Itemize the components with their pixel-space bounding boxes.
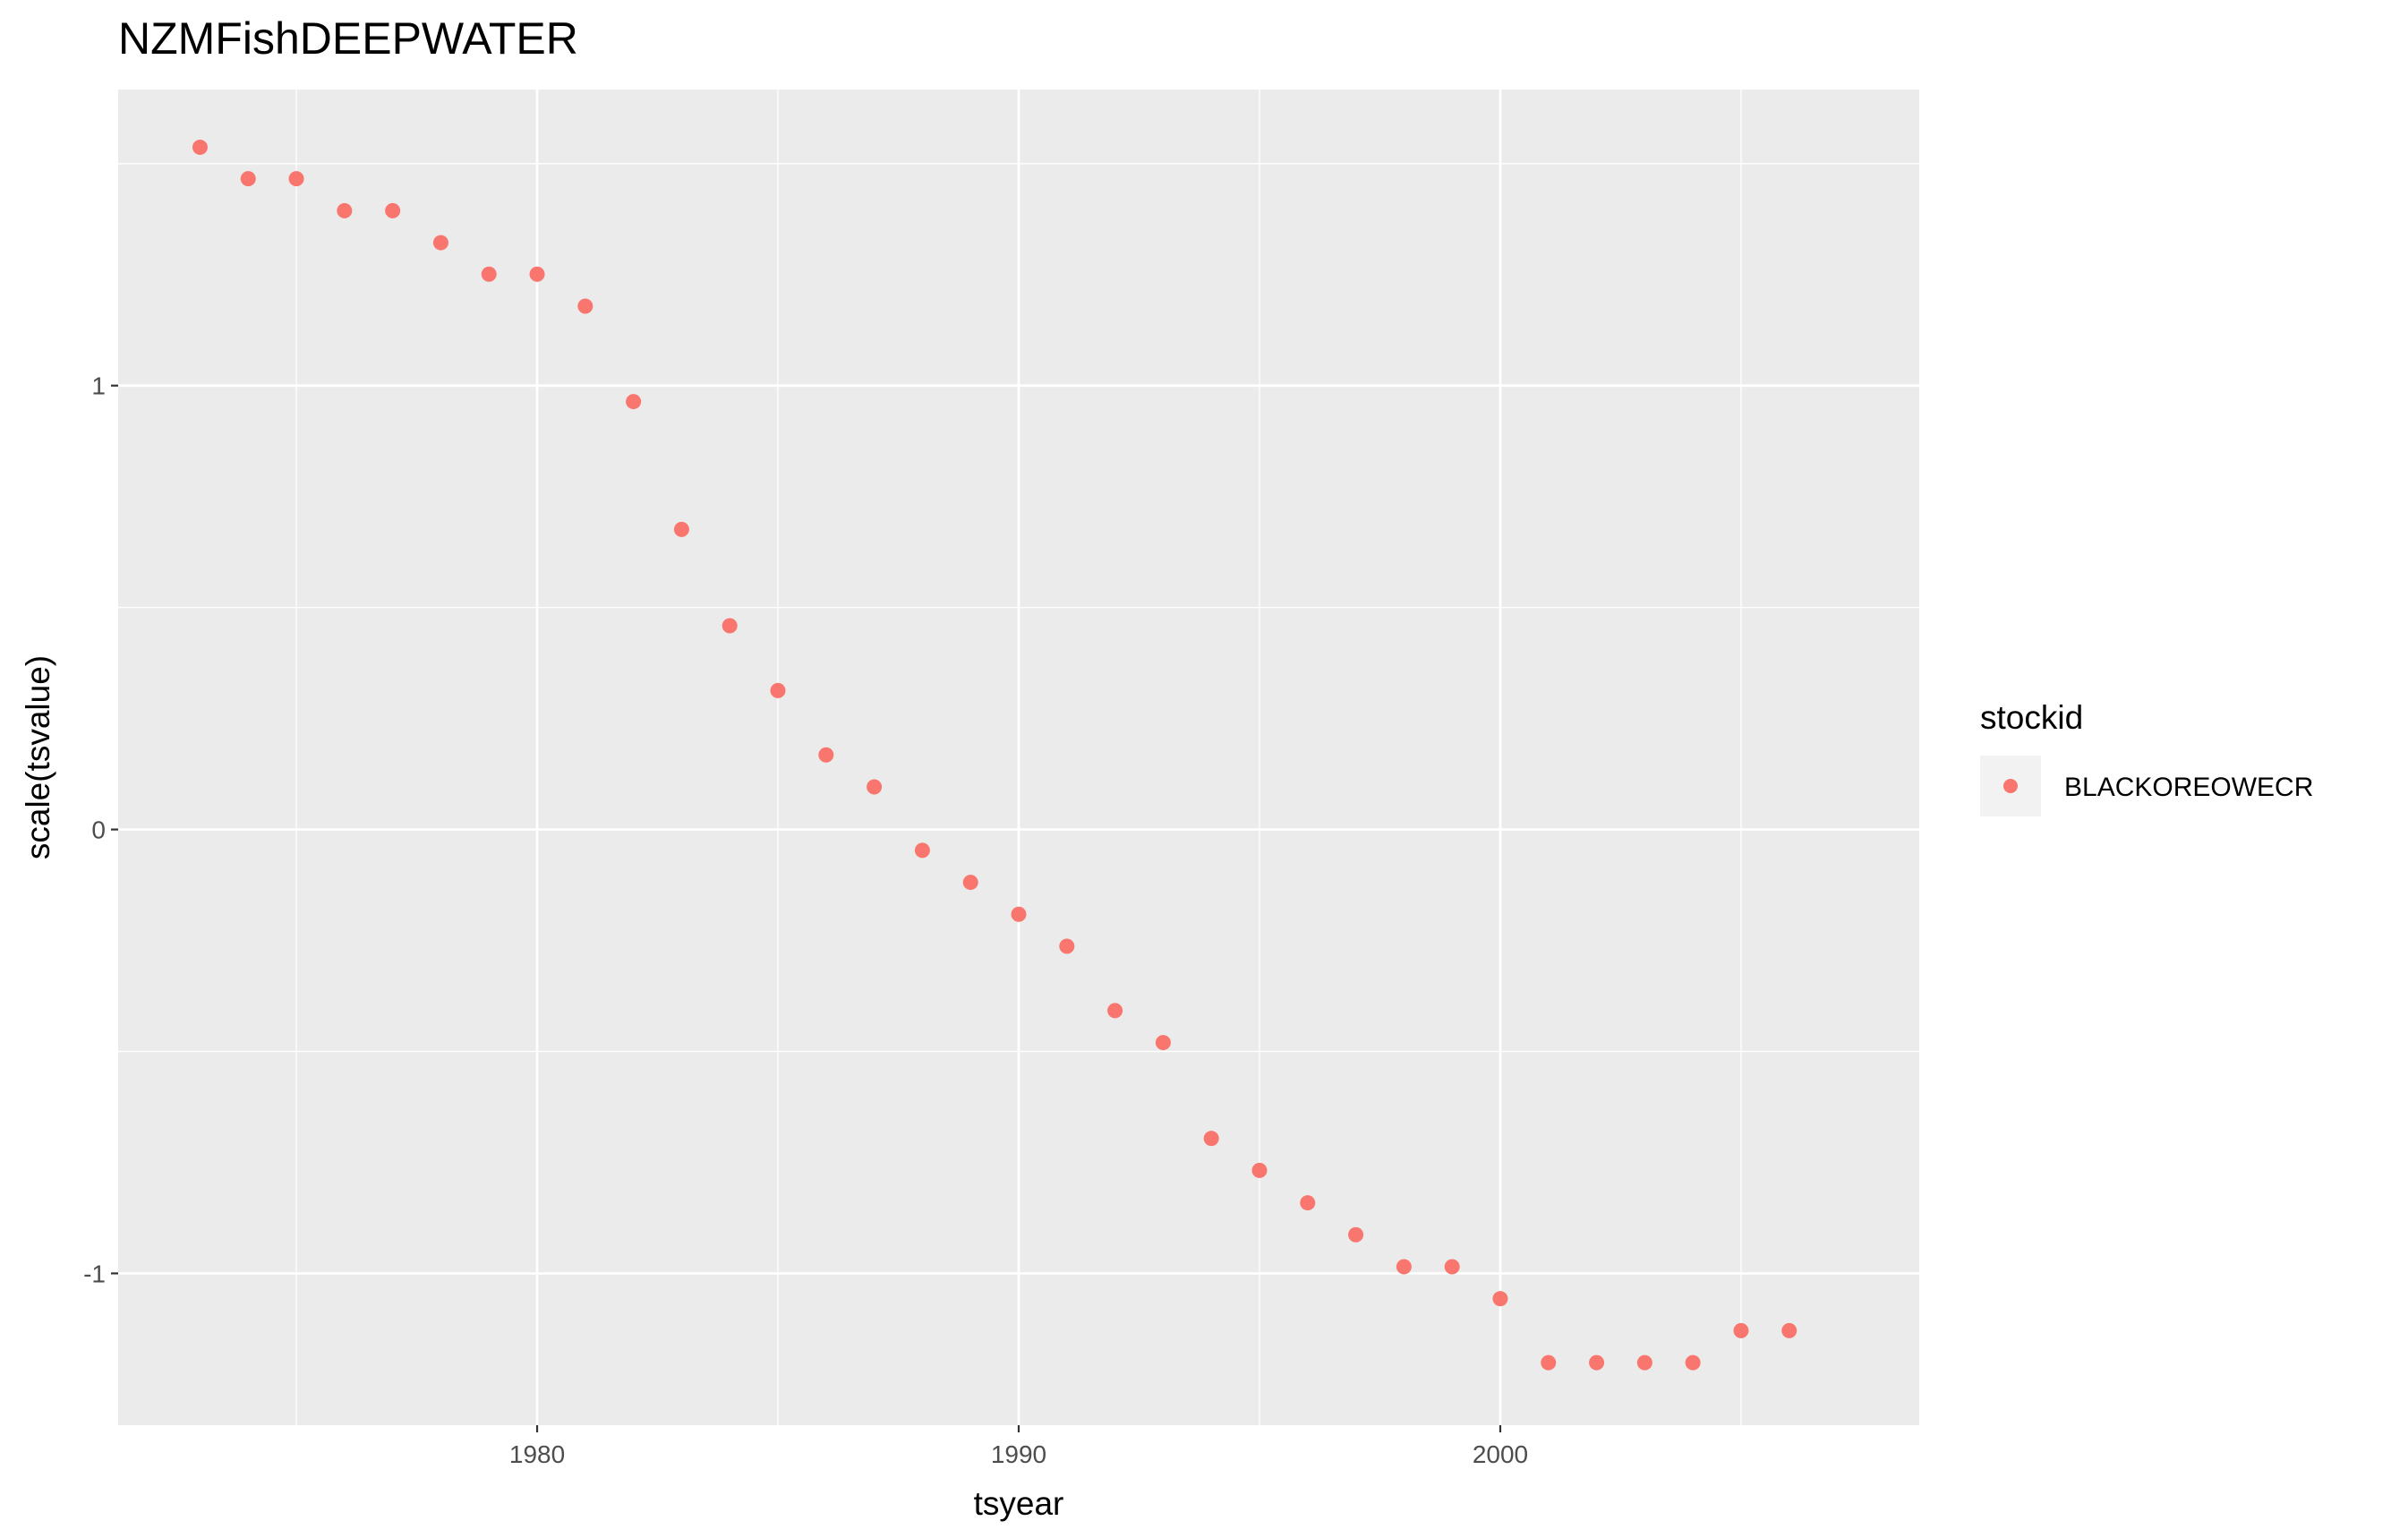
- data-point: [288, 171, 304, 187]
- data-point: [481, 266, 497, 282]
- major-gridlines: [118, 90, 1919, 1425]
- data-point: [1396, 1259, 1412, 1275]
- data-point: [1300, 1195, 1316, 1211]
- y-axis-label: scale(tsvalue): [20, 655, 56, 859]
- legend-key-point: [2003, 779, 2018, 793]
- data-point: [1203, 1131, 1219, 1147]
- data-points: [192, 139, 1797, 1371]
- data-point: [626, 394, 642, 410]
- data-point: [1685, 1354, 1701, 1371]
- data-point: [1107, 1003, 1123, 1019]
- data-point: [1155, 1035, 1171, 1051]
- data-point: [770, 682, 786, 698]
- data-point: [1348, 1226, 1364, 1243]
- data-point: [192, 139, 208, 155]
- data-point: [240, 171, 256, 187]
- data-point: [337, 202, 353, 218]
- x-tick-label: 1980: [509, 1440, 565, 1468]
- y-tick-label: 1: [91, 372, 106, 400]
- x-axis-label: tsyear: [974, 1485, 1064, 1522]
- data-point: [1541, 1354, 1557, 1371]
- y-tick-label: -1: [83, 1260, 106, 1287]
- y-tick-label: 0: [91, 816, 106, 844]
- data-point: [1492, 1291, 1508, 1307]
- data-point: [529, 266, 545, 282]
- data-point: [1059, 938, 1075, 954]
- chart-title: NZMFishDEEPWATER: [118, 13, 578, 64]
- data-point: [914, 842, 930, 859]
- data-point: [1011, 906, 1027, 922]
- data-point: [1589, 1354, 1605, 1371]
- data-point: [432, 235, 448, 251]
- legend-label: BLACKOREOWECR: [2064, 773, 2313, 802]
- x-tick-label: 1990: [991, 1440, 1046, 1468]
- data-point: [962, 875, 978, 891]
- y-axis-ticks: -1 0 1: [83, 372, 118, 1287]
- data-point: [818, 747, 834, 763]
- data-point: [1444, 1259, 1460, 1275]
- data-point: [1251, 1162, 1268, 1178]
- data-point: [1781, 1322, 1797, 1338]
- data-point: [867, 779, 883, 795]
- legend-title: stockid: [1980, 699, 2083, 736]
- data-point: [577, 298, 593, 314]
- data-point: [673, 521, 689, 537]
- data-point: [385, 202, 401, 218]
- data-point: [722, 618, 738, 634]
- legend: stockid BLACKOREOWECR: [1980, 699, 2313, 816]
- x-axis-ticks: 1980 1990 2000: [509, 1425, 1528, 1468]
- data-point: [1733, 1322, 1749, 1338]
- x-tick-label: 2000: [1473, 1440, 1528, 1468]
- data-point: [1636, 1354, 1652, 1371]
